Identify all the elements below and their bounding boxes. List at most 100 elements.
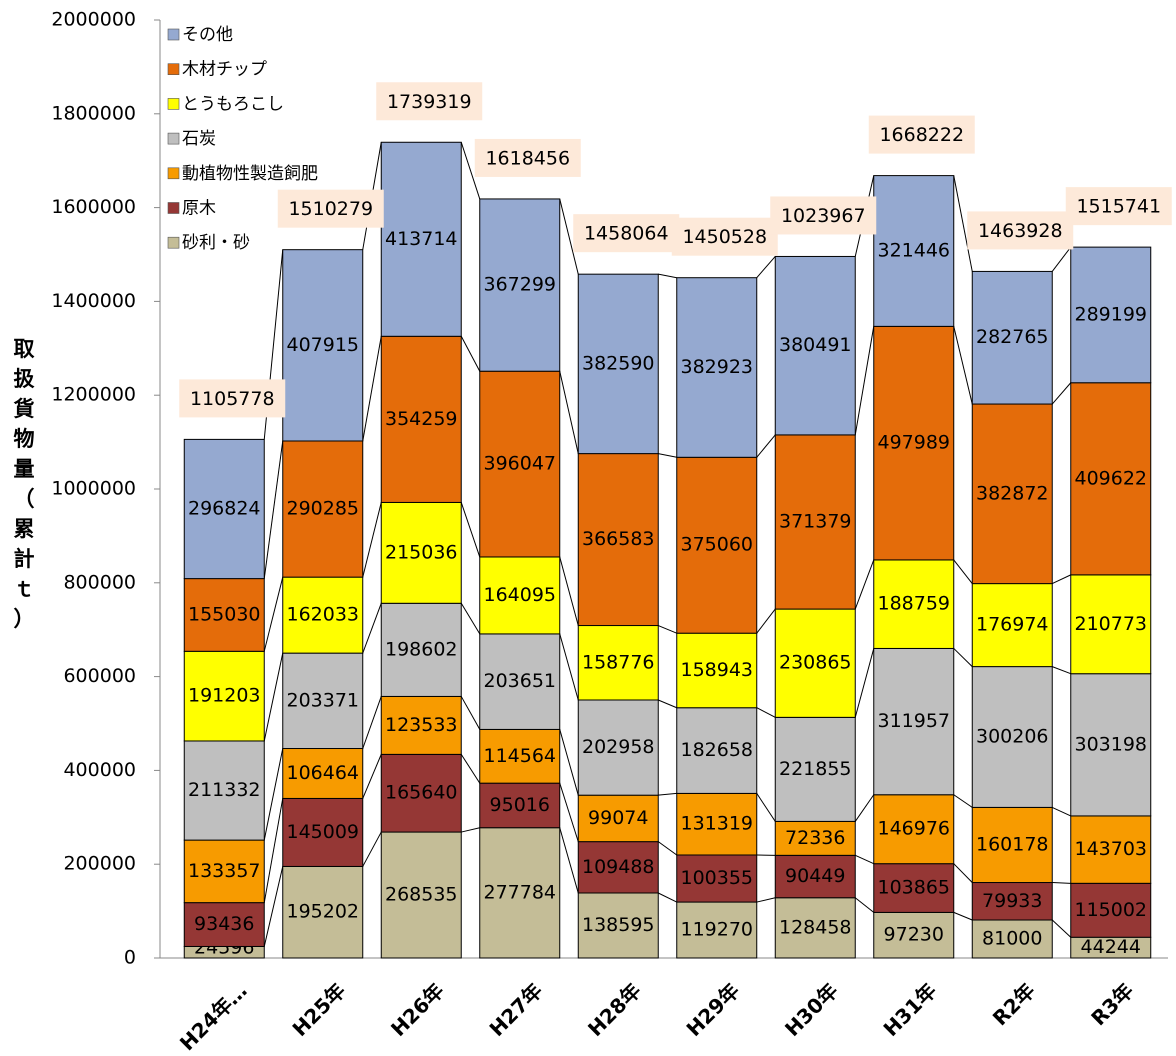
series-line	[757, 435, 776, 457]
series-line	[658, 842, 677, 855]
series-line	[855, 855, 874, 863]
y-tick-label: 200000	[63, 853, 136, 875]
data-label: 290285	[286, 498, 359, 520]
x-tick-label: H31年	[879, 978, 942, 1041]
legend-swatch	[168, 29, 179, 40]
total-label-group: 1463928	[967, 211, 1073, 249]
series-line	[658, 274, 677, 278]
series-line	[560, 783, 579, 841]
data-label: 146976	[877, 818, 950, 840]
x-tick-label: R3年	[1086, 978, 1138, 1030]
series-line	[855, 795, 874, 822]
data-label: 203651	[483, 670, 556, 692]
data-label: 211332	[188, 779, 261, 801]
total-label: 1515741	[1076, 196, 1161, 218]
data-label: 155030	[188, 603, 261, 625]
series-line	[954, 648, 973, 666]
data-label: 100355	[680, 867, 753, 889]
y-tick-label: 400000	[63, 759, 136, 781]
data-label: 198602	[385, 638, 458, 660]
data-label: 303198	[1074, 733, 1147, 755]
x-tick-label: H27年	[485, 978, 548, 1041]
series-line	[757, 793, 776, 821]
series-line	[954, 912, 973, 920]
legend-label: その他	[182, 25, 233, 45]
data-label: 99074	[588, 807, 648, 829]
data-label: 367299	[483, 274, 556, 296]
x-tick-label: H26年	[386, 978, 449, 1041]
total-label-group: 1450528	[672, 218, 778, 256]
series-line	[658, 626, 677, 634]
x-tick-label: H30年	[780, 978, 843, 1041]
data-label: 72336	[785, 827, 845, 849]
data-label: 210773	[1074, 613, 1147, 635]
data-label: 202958	[582, 736, 655, 758]
series-line	[363, 603, 382, 653]
series-line	[363, 336, 382, 441]
data-label: 396047	[483, 453, 556, 475]
data-label: 366583	[582, 528, 655, 550]
data-label: 128458	[779, 916, 852, 938]
total-label: 1450528	[682, 226, 767, 248]
series-line	[855, 326, 874, 435]
data-label: 195202	[286, 901, 359, 923]
series-line	[757, 898, 776, 902]
series-line	[757, 256, 776, 277]
legend-swatch	[168, 98, 179, 109]
y-tick-label: 800000	[63, 571, 136, 593]
series-line	[461, 754, 480, 783]
x-tick-label: H24年…	[175, 978, 252, 1052]
data-label: 268535	[385, 884, 458, 906]
y-tick-label: 0	[124, 947, 136, 969]
series-line	[954, 326, 973, 404]
series-line	[757, 708, 776, 718]
data-label: 300206	[976, 726, 1049, 748]
y-tick-label: 2000000	[51, 9, 136, 31]
y-tick-label: 1400000	[51, 290, 136, 312]
data-label: 380491	[779, 334, 852, 356]
data-label: 138595	[582, 914, 655, 936]
data-label: 79933	[982, 890, 1042, 912]
legend-label: 原木	[182, 199, 216, 219]
series-line	[1052, 883, 1071, 884]
total-label-group: 1458064	[573, 214, 679, 252]
data-label: 289199	[1074, 303, 1147, 325]
total-label-group: 1105778	[179, 379, 285, 417]
series-line	[658, 700, 677, 708]
total-label: 1458064	[584, 223, 669, 245]
series-line	[461, 696, 480, 729]
data-label: 182658	[680, 739, 753, 761]
data-label: 115002	[1074, 899, 1147, 921]
total-label-group: 1023967	[770, 196, 876, 234]
series-line	[264, 866, 283, 946]
data-label: 109488	[582, 856, 655, 878]
series-line	[461, 603, 480, 634]
series-line	[264, 577, 283, 651]
data-label: 90449	[785, 865, 845, 887]
data-label: 371379	[779, 510, 852, 532]
series-line	[560, 828, 579, 893]
series-line	[560, 371, 579, 453]
series-line	[461, 336, 480, 371]
data-label: 191203	[188, 685, 261, 707]
data-label: 97230	[884, 924, 944, 946]
legend-label: とうもろこし	[182, 94, 284, 114]
x-tick-label: R2年	[988, 978, 1040, 1030]
data-label: 133357	[188, 860, 261, 882]
data-label: 296824	[188, 497, 261, 519]
data-label: 106464	[286, 762, 359, 784]
data-label: 158776	[582, 651, 655, 673]
series-line	[560, 557, 579, 626]
series-line	[1052, 667, 1071, 674]
series-line	[855, 560, 874, 609]
data-label: 188759	[877, 593, 950, 615]
series-line	[363, 502, 382, 577]
x-tick-label: H29年	[682, 978, 745, 1041]
total-label: 1105778	[190, 388, 275, 410]
data-label: 221855	[779, 758, 852, 780]
series-line	[461, 828, 480, 832]
legend-swatch	[168, 133, 179, 144]
series-line	[658, 893, 677, 902]
data-label: 230865	[779, 652, 852, 674]
total-label-group: 1668222	[869, 116, 975, 154]
